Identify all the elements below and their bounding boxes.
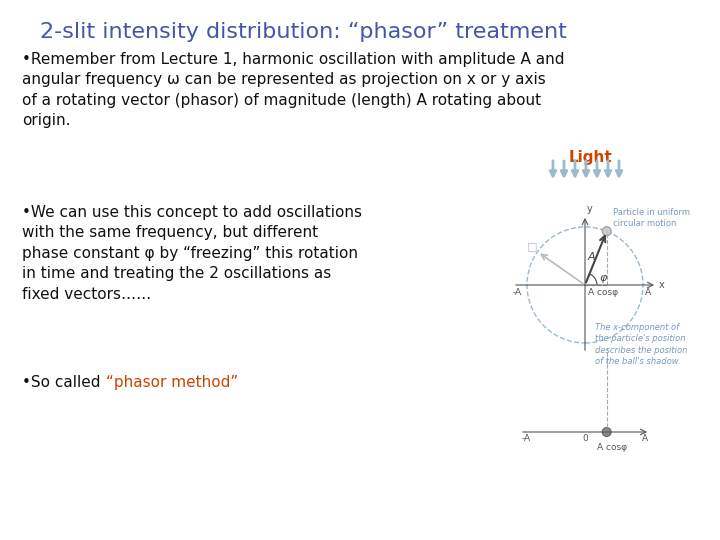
Text: 0: 0 [582,434,588,443]
Text: •So called: •So called [22,375,105,390]
Text: φ: φ [599,273,606,283]
Text: •We can use this concept to add oscillations
with the same frequency, but differ: •We can use this concept to add oscillat… [22,205,362,302]
Text: A: A [588,252,595,262]
Text: “phasor method”: “phasor method” [106,375,238,390]
Text: 2-slit intensity distribution: “phasor” treatment: 2-slit intensity distribution: “phasor” … [40,22,567,42]
Text: Light: Light [568,150,612,165]
Text: The x-component of
the particle's position
describes the position
of the ball's : The x-component of the particle's positi… [595,323,688,366]
Text: •Remember from Lecture 1, harmonic oscillation with amplitude A and
angular freq: •Remember from Lecture 1, harmonic oscil… [22,52,564,128]
Text: Particle in uniform
circular motion: Particle in uniform circular motion [613,208,690,228]
Text: -A: -A [513,288,522,297]
Text: y: y [587,204,593,214]
Text: A: A [645,288,651,297]
Text: x: x [659,280,665,290]
Text: -A: -A [522,434,531,443]
Text: A: A [642,434,648,443]
Circle shape [602,428,611,436]
Text: □: □ [528,242,538,252]
Text: A cosφ: A cosφ [597,443,627,452]
Text: A cosφ: A cosφ [588,288,618,297]
Circle shape [602,227,611,236]
